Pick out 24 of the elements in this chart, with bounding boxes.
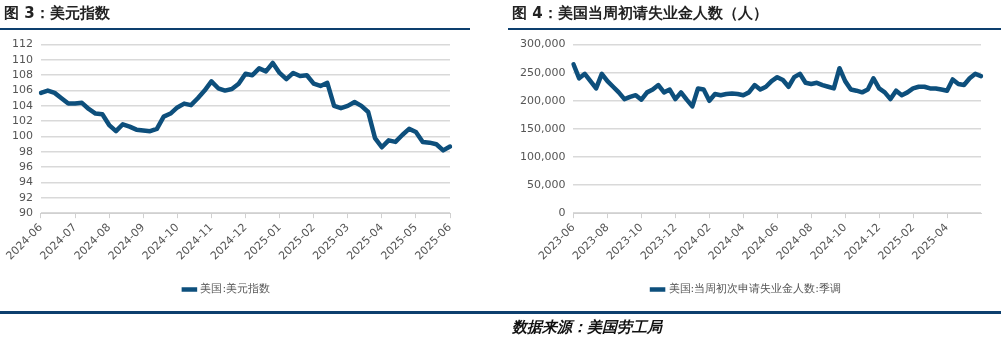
chart-title: 图 3：美元指数 <box>0 0 470 30</box>
y-tick-label: 150,000 <box>519 121 566 135</box>
source-note: 数据来源：美国劳工局 <box>512 318 662 337</box>
y-tick-label: 106 <box>12 83 33 97</box>
y-tick-label: 0 <box>558 206 566 220</box>
y-tick-label: 92 <box>19 190 33 204</box>
y-tick-label: 200,000 <box>519 93 566 107</box>
y-tick-label: 250,000 <box>519 65 566 79</box>
y-tick-label: 104 <box>12 98 33 112</box>
y-tick-label: 50,000 <box>526 177 566 191</box>
legend-label: 美国:美元指数 <box>200 282 271 296</box>
y-tick-label: 100,000 <box>519 149 566 163</box>
y-tick-label: 300,000 <box>519 37 566 51</box>
y-tick-label: 112 <box>12 37 33 51</box>
chart-title: 图 4：美国当周初请失业金人数（人） <box>508 0 1001 30</box>
legend-label: 美国:当周初次申请失业金人数:季调 <box>668 282 841 296</box>
y-tick-label: 110 <box>12 52 33 66</box>
y-tick-label: 98 <box>19 144 33 158</box>
y-tick-label: 108 <box>12 68 33 82</box>
y-tick-label: 94 <box>19 175 33 189</box>
y-tick-label: 96 <box>19 160 33 174</box>
y-tick-label: 100 <box>12 129 33 143</box>
y-tick-label: 90 <box>19 206 33 220</box>
y-tick-label: 102 <box>12 114 33 128</box>
